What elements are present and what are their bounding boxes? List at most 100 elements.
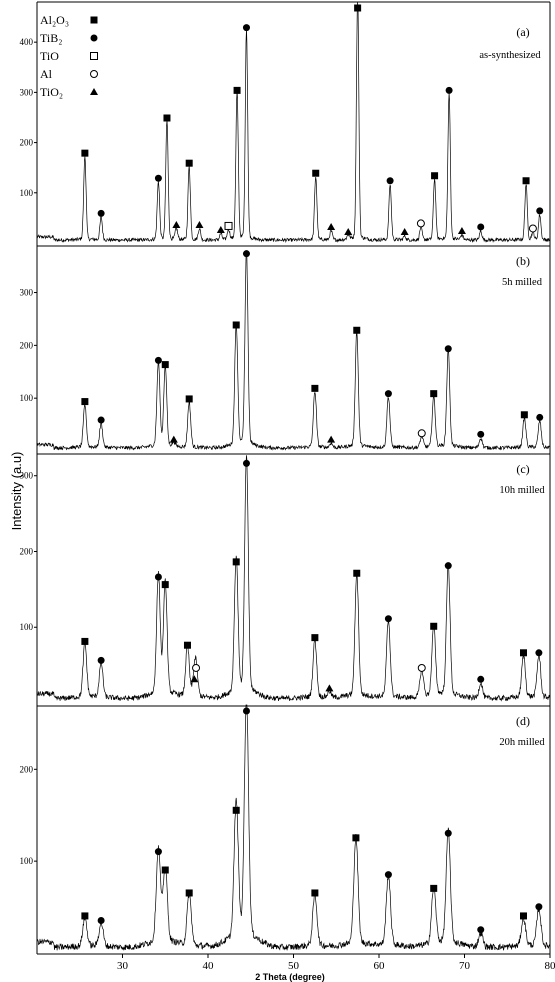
marker-c-al2o3-3 <box>161 581 169 589</box>
marker-d-al2o3-0 <box>81 912 89 920</box>
trace-a <box>36 1 551 244</box>
marker-b-al2o3-10 <box>353 326 361 334</box>
marker-c-tib2-18 <box>535 649 543 657</box>
panel-tag-b: (b) <box>516 254 530 268</box>
marker-b-al2o3-0 <box>81 398 89 406</box>
x-axis-title: 2 Theta (degree) <box>255 972 325 982</box>
marker-a-al2o3-14 <box>354 4 362 12</box>
marker-c-al2o3-17 <box>519 649 527 657</box>
marker-b-tio2-4 <box>169 435 178 443</box>
legend: Al₂O₃ TiB₂ TiO Al TiO₂ <box>40 13 98 99</box>
marker-a-tio2-20 <box>457 226 466 234</box>
marker-a-tib2-15 <box>386 177 394 185</box>
panel-condition-c: 10h milled <box>499 485 545 496</box>
marker-c-al2o3-9 <box>311 634 319 642</box>
marker-c-al2o3-4 <box>183 641 191 649</box>
panel-condition-d: 20h milled <box>499 737 545 748</box>
marker-a-tib2-10 <box>242 24 250 32</box>
legend-marker-3 <box>90 70 98 78</box>
y-tick-label-b-300: 300 <box>20 288 34 298</box>
y-tick-label-c-300: 300 <box>20 471 34 481</box>
phase-markers <box>81 4 544 934</box>
y-axis-title: Intensity (a.u) <box>9 452 24 531</box>
marker-b-tib2-14 <box>444 345 452 353</box>
marker-b-al2o3-5 <box>185 395 193 403</box>
marker-c-tib2-16 <box>477 675 485 683</box>
legend-marker-1 <box>90 34 98 42</box>
marker-b-al2o3-16 <box>520 411 528 419</box>
marker-d-tib2-11 <box>444 829 452 837</box>
marker-a-al-17 <box>416 219 425 228</box>
marker-a-tib2-21 <box>477 223 485 231</box>
marker-b-tib2-11 <box>384 390 392 398</box>
panel-tag-c: (c) <box>516 462 529 476</box>
legend-label-0: Al₂O₃ <box>40 13 69 27</box>
marker-a-tio2-7 <box>216 225 225 233</box>
marker-d-al2o3-10 <box>430 884 438 892</box>
legend-label-2: TiO <box>40 49 59 63</box>
marker-b-tib2-2 <box>154 356 162 364</box>
marker-d-al2o3-4 <box>185 889 193 897</box>
marker-a-tib2-2 <box>154 174 162 182</box>
marker-a-tib2-19 <box>445 86 453 94</box>
trace-b <box>36 250 551 451</box>
y-tick-label-b-100: 100 <box>20 393 34 403</box>
marker-a-al2o3-5 <box>185 159 193 167</box>
legend-marker-2 <box>90 52 98 60</box>
y-tick-label-d-200: 200 <box>20 764 34 774</box>
panel-tag-d: (d) <box>516 714 530 728</box>
legend-label-1: TiB₂ <box>40 31 62 45</box>
marker-c-tib2-1 <box>97 656 105 664</box>
marker-b-tib2-7 <box>242 250 250 258</box>
marker-d-al2o3-8 <box>352 834 360 842</box>
marker-a-tib2-24 <box>536 207 544 215</box>
marker-a-al2o3-9 <box>233 86 241 94</box>
marker-d-tib2-1 <box>97 917 105 925</box>
marker-b-al2o3-8 <box>311 384 319 392</box>
marker-d-tib2-9 <box>384 871 392 879</box>
marker-a-tio2-6 <box>195 220 204 228</box>
panel-labels: (a) as-synthesized (b) 5h milled (c) 10h mill… <box>479 25 545 748</box>
marker-d-al2o3-3 <box>161 866 169 874</box>
marker-a-tio2-13 <box>344 227 353 235</box>
y-tick-label-d-100: 100 <box>20 856 34 866</box>
x-tick-label-40: 40 <box>203 960 215 972</box>
marker-a-al2o3-11 <box>312 169 320 177</box>
marker-d-al2o3-13 <box>519 912 527 920</box>
marker-a-al-23 <box>528 224 537 233</box>
marker-a-al2o3-0 <box>81 149 89 157</box>
marker-b-tio2-9 <box>327 435 336 443</box>
marker-a-tio-8 <box>224 221 233 230</box>
marker-d-al2o3-5 <box>232 806 240 814</box>
panel-condition-b: 5h milled <box>502 277 543 288</box>
marker-c-al2o3-14 <box>430 622 438 630</box>
trace-c <box>36 455 551 702</box>
marker-b-tib2-1 <box>97 416 105 424</box>
x-tick-label-70: 70 <box>459 960 471 972</box>
y-tick-label-a-300: 300 <box>20 87 34 97</box>
marker-b-al-12 <box>417 429 426 438</box>
marker-c-tib2-2 <box>154 573 162 581</box>
marker-b-tib2-15 <box>477 430 485 438</box>
marker-a-al2o3-22 <box>522 177 530 185</box>
marker-c-al2o3-0 <box>81 637 89 645</box>
marker-c-tib2-8 <box>242 459 250 467</box>
marker-d-al2o3-7 <box>311 889 319 897</box>
axis-ticks: 30 40 50 60 70 80 100 200 300 400 100 200 300 100 200 3… <box>20 37 555 972</box>
marker-d-tib2-2 <box>154 848 162 856</box>
marker-b-al2o3-6 <box>232 321 240 329</box>
y-tick-label-c-200: 200 <box>20 546 34 556</box>
marker-c-al-6 <box>192 663 201 672</box>
y-tick-label-a-400: 400 <box>20 37 34 47</box>
marker-c-tio2-5 <box>190 675 199 683</box>
marker-c-tib2-15 <box>444 562 452 570</box>
marker-a-tio2-16 <box>400 227 409 235</box>
marker-c-al2o3-11 <box>353 569 361 577</box>
x-tick-label-50: 50 <box>288 960 300 972</box>
trace-d <box>36 704 551 951</box>
marker-c-al-13 <box>417 663 426 672</box>
x-tick-label-60: 60 <box>374 960 386 972</box>
marker-b-al2o3-3 <box>161 361 169 369</box>
diffraction-patterns <box>36 1 551 951</box>
marker-b-al2o3-13 <box>430 390 438 398</box>
